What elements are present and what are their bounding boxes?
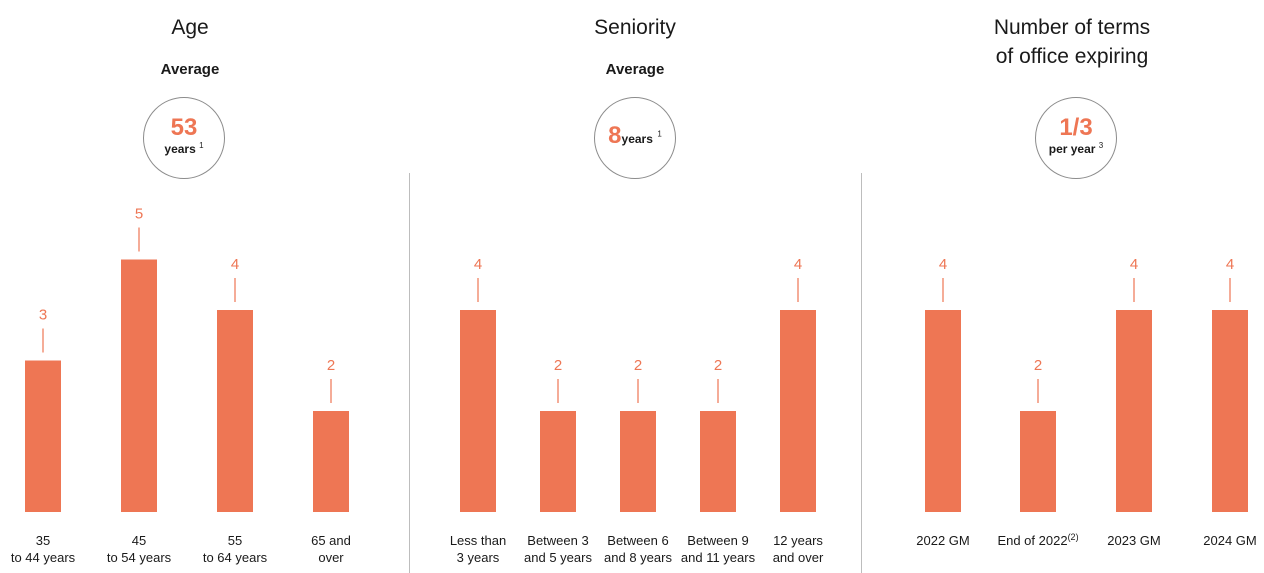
bar [540, 411, 576, 512]
bar [1212, 310, 1248, 512]
bar [1020, 411, 1056, 512]
bar [1116, 310, 1152, 512]
bar [700, 411, 736, 512]
seniority-average-note: 1 [657, 129, 662, 139]
bar [25, 360, 61, 512]
terms-bar-chart: 4 2022 GM 2 End of 2022(2) 4 2023 GM 4 2024 GM [916, 256, 1256, 548]
data-label: 5 [135, 206, 143, 223]
terms-badge-value: 1/3 [1059, 114, 1093, 141]
seniority-title: Seniority [594, 16, 676, 39]
bar [925, 310, 961, 512]
bar [460, 310, 496, 512]
terms-title-line2: of office expiring [995, 45, 1149, 68]
category-label: Less than 3 years [450, 533, 506, 565]
divider-left [409, 173, 410, 573]
category-label: End of 2022(2) [997, 532, 1078, 548]
age-bar-chart: 3 35 to 44 years 5 45 to 54 years 4 55 to 64 yea… [11, 206, 351, 566]
seniority-average-value: 8 [608, 122, 622, 149]
data-label: 2 [554, 357, 562, 374]
age-average-value: 53 [170, 114, 198, 141]
bar [121, 259, 157, 512]
data-label: 4 [1130, 256, 1138, 273]
category-label: 65 and over [311, 533, 351, 565]
data-label: 2 [714, 357, 722, 374]
data-label: 3 [39, 307, 47, 324]
seniority-average-badge: 8years 1 [594, 97, 676, 179]
age-average-badge: 53 years 1 [143, 97, 225, 179]
category-label: 2023 GM [1107, 533, 1160, 548]
terms-panel: Number of terms of office expiring 1/3 p… [880, 0, 1264, 573]
seniority-average-row: 8years 1 [595, 122, 675, 150]
bar [217, 310, 253, 512]
seniority-average-unit: years [621, 132, 653, 146]
category-label: Between 9 and 11 years [681, 533, 756, 565]
data-label: 2 [327, 357, 335, 374]
terms-badge: 1/3 per year 3 [1035, 97, 1117, 179]
bar [313, 411, 349, 512]
category-label: 35 to 44 years [11, 533, 76, 565]
category-label: 2024 GM [1203, 533, 1256, 548]
data-label: 4 [1226, 256, 1234, 273]
category-label: 45 to 54 years [107, 533, 172, 565]
bar [780, 310, 816, 512]
seniority-panel: Seniority Average 8years 1 [430, 0, 840, 573]
age-panel: Age Average 53 years 1 [0, 0, 380, 573]
data-label: 4 [939, 256, 947, 273]
data-label: 4 [231, 256, 239, 273]
terms-badge-unit: per year 3 [1048, 141, 1104, 156]
terms-title-line1: Number of terms [993, 16, 1151, 39]
age-subtitle: Average [160, 61, 220, 78]
category-label: Between 6 and 8 years [604, 533, 672, 565]
age-title: Age [171, 16, 209, 39]
data-label: 2 [634, 357, 642, 374]
bar [620, 411, 656, 512]
category-label: 55 to 64 years [203, 533, 268, 565]
data-label: 2 [1034, 357, 1042, 374]
seniority-subtitle: Average [605, 61, 665, 78]
data-label: 4 [474, 256, 482, 273]
category-label: 2022 GM [916, 533, 969, 548]
seniority-bar-chart: 4 Less than 3 years 2 Between 3 and 5 years 2 B… [450, 256, 824, 565]
data-label: 4 [794, 256, 802, 273]
category-label: 12 years and over [773, 533, 824, 565]
age-average-unit: years 1 [164, 141, 204, 156]
category-label: Between 3 and 5 years [524, 533, 592, 565]
divider-right [861, 173, 862, 573]
